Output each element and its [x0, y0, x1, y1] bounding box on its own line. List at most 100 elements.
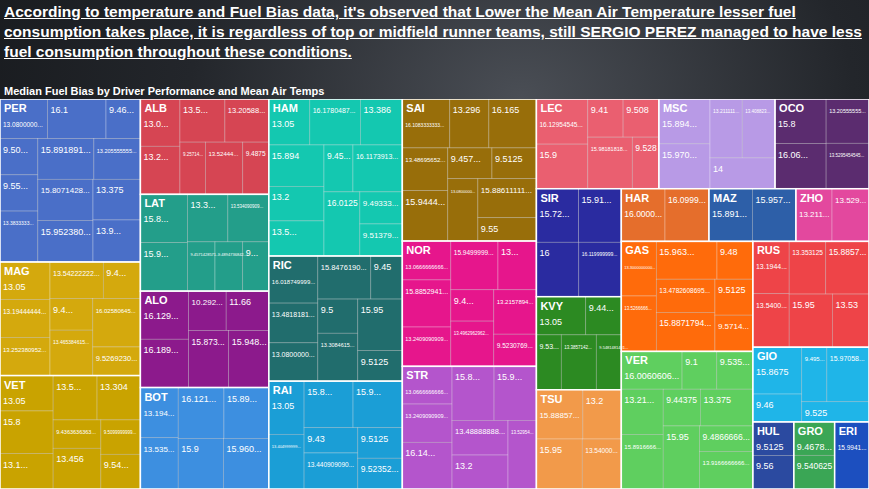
group-label: OCO: [779, 102, 805, 114]
data-label: 13.304: [100, 382, 128, 392]
data-label: 13.529...: [835, 196, 866, 205]
data-label: 11.66: [229, 297, 251, 307]
data-label: 16.165: [492, 105, 520, 115]
cell: [310, 99, 361, 145]
cell: [94, 139, 141, 180]
data-label: 13.296: [453, 105, 481, 115]
data-label: 16.02580645...: [96, 308, 136, 314]
cell: [189, 291, 227, 330]
chart-title: Median Fuel Bias by Driver Performance a…: [4, 85, 324, 97]
data-label: 13.3...: [190, 200, 215, 210]
data-label: 16.1083333333...: [405, 122, 444, 128]
group-border: [536, 189, 621, 297]
cell: [596, 335, 621, 390]
data-label: 13.2...: [143, 152, 168, 162]
cell: [0, 262, 50, 300]
cell: [583, 390, 622, 439]
cell: [753, 294, 789, 348]
labels: 13.0800000...16.19.46...9.50...9.55...13…: [3, 102, 867, 474]
cell: [665, 189, 709, 242]
group: [753, 347, 869, 422]
cell: [269, 221, 324, 256]
data-label: 13.2157894...: [497, 299, 534, 305]
cell: [187, 194, 227, 241]
cell: [753, 394, 802, 422]
group: [709, 189, 796, 242]
cell: [789, 294, 832, 347]
group: [0, 262, 140, 376]
group: [835, 422, 869, 489]
data-label: 15.98181818...: [591, 146, 628, 152]
cell: [452, 455, 508, 489]
cell: [796, 189, 832, 242]
data-label: 16.018749999...: [272, 279, 316, 285]
cell: [536, 189, 578, 243]
data-label: 13.4782608695...: [659, 287, 710, 294]
group: [796, 189, 869, 242]
data-label: 13.252380952...: [3, 347, 47, 353]
data-label: 15.8071428...: [41, 186, 90, 195]
group-border: [796, 189, 869, 242]
data-label: 9...: [246, 248, 259, 258]
cell: [753, 347, 802, 394]
data-label: 15.9: [181, 444, 199, 454]
group-label: VET: [4, 379, 26, 391]
cell: [826, 143, 869, 188]
group: [621, 351, 753, 489]
data-label: 9.525: [805, 408, 828, 418]
cell: [353, 145, 402, 192]
cell: [38, 139, 94, 180]
data-label: 15.891891...: [41, 145, 91, 155]
data-label: 9.54...: [104, 460, 129, 470]
cell: [621, 351, 682, 389]
cell: [358, 428, 403, 459]
cell: [225, 99, 269, 142]
cell: [448, 148, 492, 179]
group-border: [0, 262, 140, 376]
cell: [709, 189, 752, 242]
cell: [402, 148, 447, 191]
cell: [101, 454, 141, 489]
cell: [324, 145, 353, 192]
cell: [753, 422, 794, 455]
headline: According to temperature and Fuel Bias d…: [4, 2, 862, 62]
data-label: 15.9: [539, 150, 557, 160]
cell: [93, 179, 140, 220]
group-label: TSU: [540, 393, 562, 405]
data-label: 9.495...: [805, 356, 825, 362]
data-label: 9.4678...: [797, 442, 832, 452]
data-label: 13.3000000000...: [624, 265, 655, 270]
data-label: 15.894...: [662, 119, 697, 129]
cell: [402, 404, 452, 442]
data-label: 9.528: [635, 143, 657, 153]
group-label: ALB: [144, 102, 167, 114]
cell: [579, 189, 622, 243]
data-label: 15.9444...: [405, 197, 445, 207]
cell: [498, 241, 536, 290]
data-label: 16.0000...: [624, 209, 662, 219]
cell: [180, 99, 225, 142]
group-border: [0, 99, 140, 262]
data-label: 13.5...: [56, 382, 81, 392]
data-label: 9.5125: [756, 442, 784, 452]
data-label: 15.88857...: [539, 411, 579, 420]
cell: [775, 99, 826, 144]
data-label: 9.4363636363...: [56, 429, 96, 435]
data-label: 13.0666666666...: [405, 389, 448, 395]
data-label: 16.0999...: [668, 195, 706, 205]
group-border: [269, 256, 402, 381]
data-label: 15.8...: [455, 372, 480, 382]
data-label: 13.52954...: [511, 430, 534, 435]
data-label: 9.5125: [361, 357, 389, 367]
group: [402, 366, 536, 489]
data-label: 15.948...: [232, 337, 267, 347]
cell: [536, 335, 561, 390]
cell: [536, 439, 582, 489]
cell: [101, 420, 141, 455]
group-border: [140, 194, 268, 291]
data-label: 13.05: [3, 282, 26, 292]
data-label: 15.9941...: [838, 444, 867, 451]
group-label: LEC: [540, 102, 562, 114]
data-label: 9.55: [481, 224, 499, 234]
data-label: 9.52352...: [361, 464, 399, 474]
